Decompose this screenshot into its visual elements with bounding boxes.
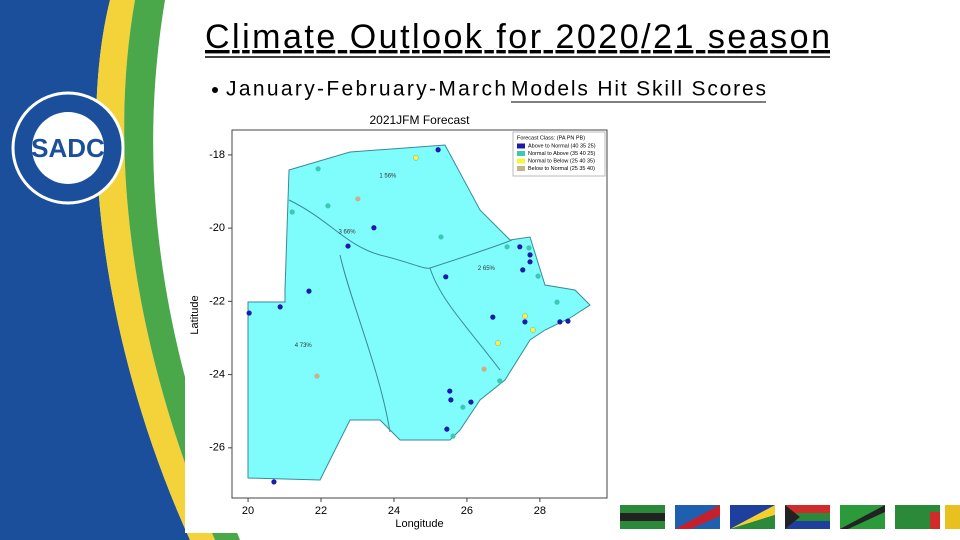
x-tick-label: 26: [461, 505, 473, 517]
legend-swatch: [517, 166, 525, 171]
data-point: [413, 154, 419, 161]
data-point: [535, 273, 541, 279]
data-point: [355, 196, 361, 202]
zone-label: 1 56%: [379, 173, 397, 179]
swoosh-green: [124, 0, 240, 540]
bullet-underlined: Models Hit Skill Scores: [511, 78, 766, 101]
zone-label: 4 73%: [295, 343, 313, 349]
data-point: [315, 166, 321, 172]
data-point: [520, 267, 526, 273]
zone-boundary: [288, 199, 513, 269]
y-tick-label: -20: [209, 222, 225, 234]
logo-inner: [32, 112, 104, 184]
data-point: [565, 318, 571, 324]
y-tick-label: -18: [209, 149, 225, 161]
data-point: [527, 252, 533, 258]
data-point: [490, 314, 496, 320]
y-tick-label: -26: [209, 442, 225, 454]
data-point: [306, 288, 312, 294]
y-tick-label: -24: [209, 369, 225, 381]
data-point: [345, 243, 351, 249]
data-point: [497, 378, 503, 384]
bullet-lead: January-February-March: [226, 78, 506, 101]
data-point: [517, 244, 523, 250]
zone-boundary: [429, 267, 501, 371]
data-point: [481, 366, 487, 372]
data-point: [557, 319, 563, 325]
swoosh-yellow: [96, 0, 215, 540]
data-point: [468, 399, 474, 405]
data-point: [444, 426, 450, 432]
data-point: [435, 147, 441, 153]
data-point: [246, 310, 252, 316]
data-point: [495, 340, 501, 346]
data-point: [504, 244, 510, 250]
data-point: [530, 327, 536, 333]
data-point: [271, 479, 277, 485]
data-point: [447, 388, 453, 394]
data-point: [526, 245, 532, 251]
data-point: [450, 433, 456, 439]
data-point: [325, 203, 331, 209]
y-tick-label: -22: [209, 295, 225, 307]
data-point: [522, 319, 528, 325]
data-point: [371, 225, 377, 231]
legend-swatch: [517, 151, 525, 156]
x-tick-label: 22: [315, 505, 327, 517]
legend-swatch: [517, 143, 525, 149]
data-point: [438, 234, 444, 240]
bullet: [212, 87, 218, 93]
legend-title: Forecast Class: (PA PN PB): [517, 135, 585, 141]
data-point: [289, 209, 295, 215]
x-tick-label: 28: [534, 505, 546, 517]
data-point: [527, 259, 533, 265]
data-point: [314, 373, 320, 379]
legend-label: Normal to Below (25 40 35): [528, 158, 595, 164]
data-point: [448, 397, 454, 403]
data-point: [277, 304, 283, 310]
legend: [512, 131, 606, 177]
x-axis-label: Longitude: [395, 518, 443, 530]
logo-mark: SADC: [31, 133, 105, 163]
data-point: [460, 404, 466, 410]
data-point: [554, 299, 560, 305]
y-axis-label: Latitude: [189, 295, 201, 334]
legend-swatch: [517, 158, 525, 164]
flags: [620, 505, 960, 529]
x-tick-label: 24: [388, 505, 400, 517]
chart-title: 2021JFM Forecast: [369, 113, 470, 127]
slide-title: Climate Outlook for 2020/21 season: [205, 18, 830, 56]
data-point: [443, 274, 449, 280]
x-tick-label: 20: [242, 505, 254, 517]
zone-label: 2 65%: [478, 266, 496, 272]
zone-boundary: [339, 254, 391, 433]
legend-label: Normal to Above (35 40 25): [528, 151, 595, 157]
zone-label: 3 66%: [339, 229, 357, 235]
legend-label: Above to Normal (40 35 25): [528, 143, 596, 149]
data-point: [522, 313, 528, 319]
legend-label: Below to Normal (25 35 40): [528, 166, 595, 172]
